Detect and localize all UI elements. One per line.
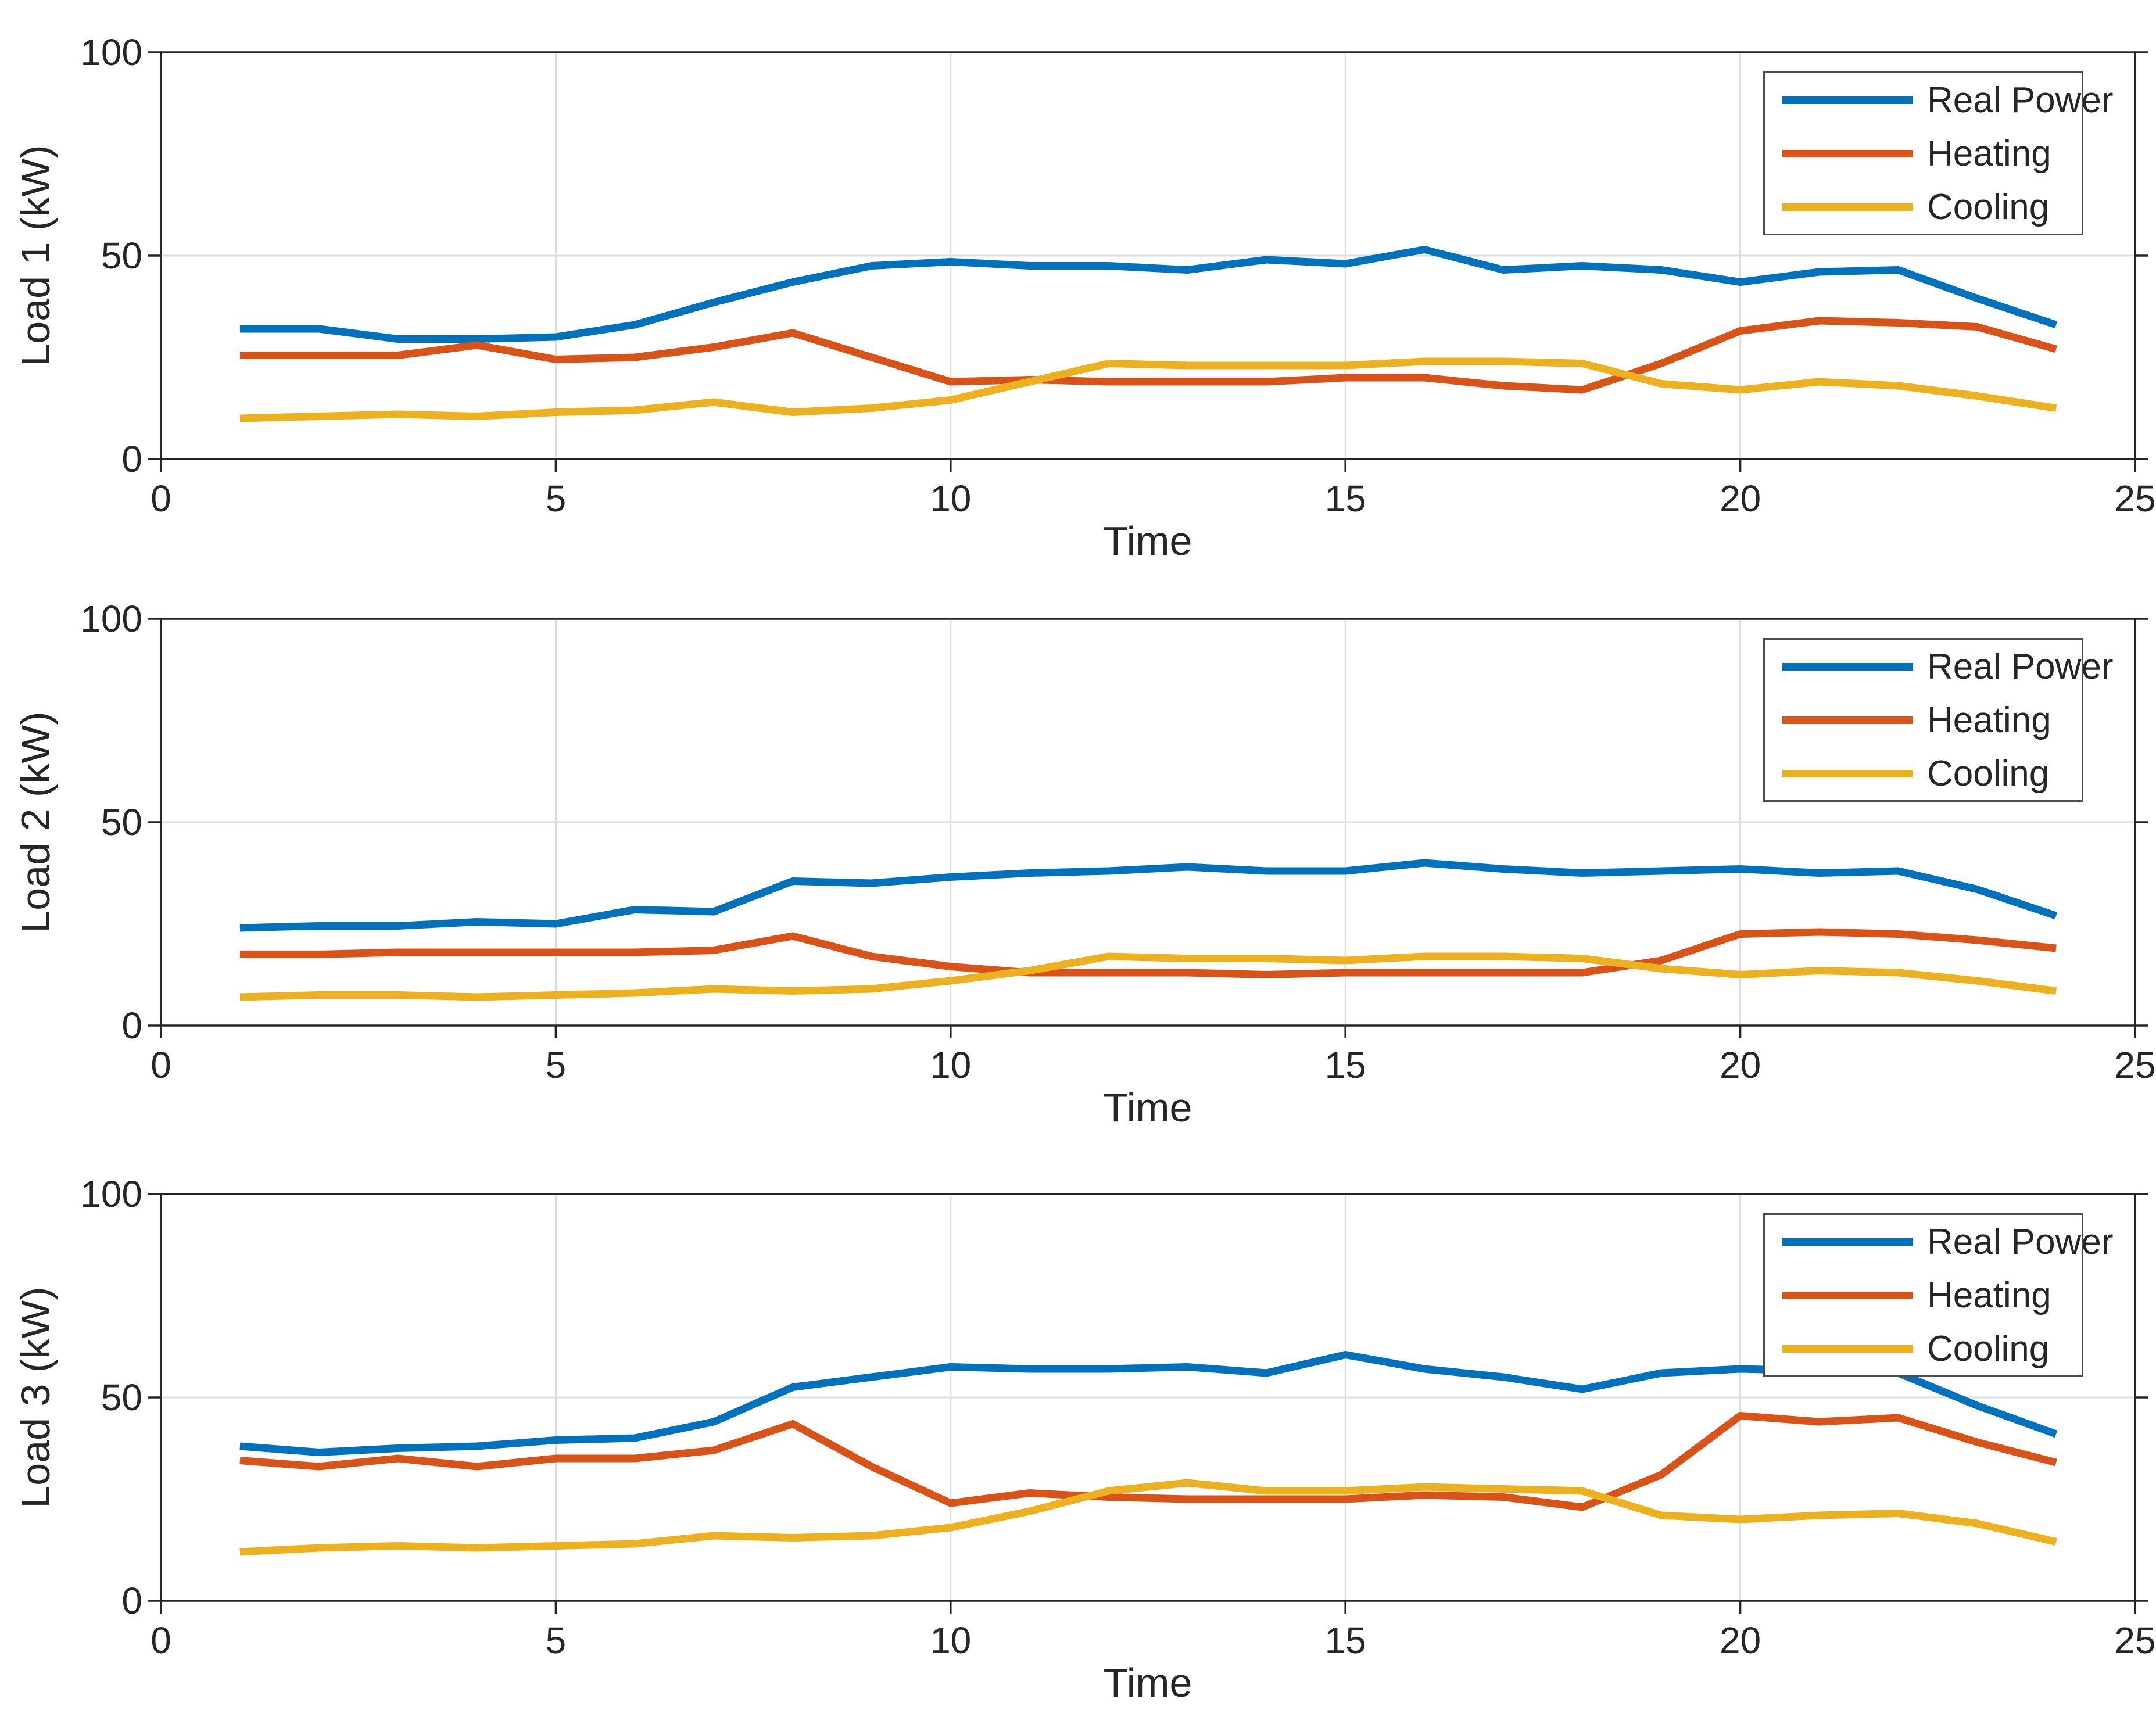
svg-text:0: 0 bbox=[151, 1619, 171, 1661]
legend-label-heating: Heating bbox=[1927, 700, 2051, 740]
y-axis-label: Load 2 (kW) bbox=[13, 711, 58, 933]
legend-line-heating-icon bbox=[1782, 716, 1913, 724]
svg-text:15: 15 bbox=[1325, 1619, 1366, 1661]
svg-text:0: 0 bbox=[121, 1580, 142, 1622]
legend-line-real-power-icon bbox=[1782, 1238, 1913, 1246]
legend-row: Real Power bbox=[1765, 1215, 2113, 1268]
legend-line-real-power-icon bbox=[1782, 96, 1913, 104]
legend-label-real-power: Real Power bbox=[1927, 646, 2114, 687]
plot-area-load-3: 0 5 10 15 20 25 0 50 100 Load 3 (kW) Time bbox=[13, 1173, 2156, 1705]
legend-line-heating-icon bbox=[1782, 1291, 1913, 1299]
svg-text:100: 100 bbox=[80, 598, 142, 640]
legend-label-cooling: Cooling bbox=[1927, 753, 2050, 794]
legend-line-cooling-icon bbox=[1782, 769, 1913, 777]
svg-text:10: 10 bbox=[930, 1044, 971, 1086]
legend-label-cooling: Cooling bbox=[1927, 187, 2050, 227]
svg-text:20: 20 bbox=[1720, 1619, 1761, 1661]
legend-label-real-power: Real Power bbox=[1927, 80, 2114, 120]
svg-text:50: 50 bbox=[101, 235, 142, 277]
svg-text:15: 15 bbox=[1325, 478, 1366, 519]
legend-row: Cooling bbox=[1765, 180, 2082, 234]
x-axis-label: Time bbox=[1104, 1085, 1192, 1130]
x-axis-label: Time bbox=[1104, 518, 1192, 564]
plot-area-load-1: 0 5 10 15 20 25 0 50 100 Load 1 (kW) Time bbox=[13, 31, 2156, 564]
legend-line-cooling-icon bbox=[1782, 1345, 1913, 1353]
svg-text:50: 50 bbox=[101, 801, 142, 843]
svg-text:20: 20 bbox=[1720, 478, 1761, 519]
svg-text:25: 25 bbox=[2114, 478, 2155, 519]
legend-row: Cooling bbox=[1765, 747, 2082, 800]
svg-text:10: 10 bbox=[930, 478, 971, 519]
x-axis-label: Time bbox=[1104, 1660, 1192, 1705]
legend-load-3: Real Power Heating Cooling bbox=[1763, 1213, 2113, 1377]
legend-row: Real Power bbox=[1765, 73, 2113, 127]
legend-line-cooling-icon bbox=[1782, 203, 1913, 211]
legend-row: Real Power bbox=[1765, 640, 2113, 693]
y-axis-label: Load 1 (kW) bbox=[13, 145, 58, 366]
svg-text:5: 5 bbox=[546, 1044, 567, 1086]
legend-label-real-power: Real Power bbox=[1927, 1221, 2114, 1262]
svg-text:0: 0 bbox=[151, 478, 171, 519]
subplot-load-1: 0 5 10 15 20 25 0 50 100 Load 1 (kW) Time Real P… bbox=[0, 0, 2156, 572]
svg-text:15: 15 bbox=[1325, 1044, 1366, 1086]
legend-line-real-power-icon bbox=[1782, 662, 1913, 671]
svg-text:10: 10 bbox=[930, 1619, 971, 1661]
legend-load-1: Real Power Heating Cooling bbox=[1763, 71, 2113, 235]
svg-text:0: 0 bbox=[121, 1005, 142, 1046]
svg-text:0: 0 bbox=[121, 438, 142, 480]
legend-label-cooling: Cooling bbox=[1927, 1328, 2050, 1369]
plot-area-load-2: 0 5 10 15 20 25 0 50 100 Load 2 (kW) Time bbox=[13, 598, 2156, 1130]
legend-row: Cooling bbox=[1765, 1322, 2082, 1375]
svg-text:25: 25 bbox=[2114, 1044, 2155, 1086]
subplot-load-3: 0 5 10 15 20 25 0 50 100 Load 3 (kW) Time Real P… bbox=[0, 1142, 2156, 1714]
legend-row: Heating bbox=[1765, 127, 2082, 180]
legend-line-heating-icon bbox=[1782, 149, 1913, 157]
legend-row: Heating bbox=[1765, 693, 2082, 747]
svg-text:5: 5 bbox=[546, 1619, 567, 1661]
legend-label-heating: Heating bbox=[1927, 1275, 2051, 1315]
legend-load-2: Real Power Heating Cooling bbox=[1763, 638, 2113, 802]
svg-text:100: 100 bbox=[80, 1173, 142, 1215]
svg-text:0: 0 bbox=[151, 1044, 171, 1086]
svg-text:20: 20 bbox=[1720, 1044, 1761, 1086]
svg-text:100: 100 bbox=[80, 31, 142, 73]
svg-text:50: 50 bbox=[101, 1377, 142, 1418]
legend-label-heating: Heating bbox=[1927, 133, 2051, 174]
svg-text:5: 5 bbox=[546, 478, 567, 519]
svg-text:25: 25 bbox=[2114, 1619, 2155, 1661]
y-axis-label: Load 3 (kW) bbox=[13, 1286, 58, 1508]
legend-row: Heating bbox=[1765, 1268, 2082, 1322]
subplot-load-2: 0 5 10 15 20 25 0 50 100 Load 2 (kW) Time Real P… bbox=[0, 567, 2156, 1139]
